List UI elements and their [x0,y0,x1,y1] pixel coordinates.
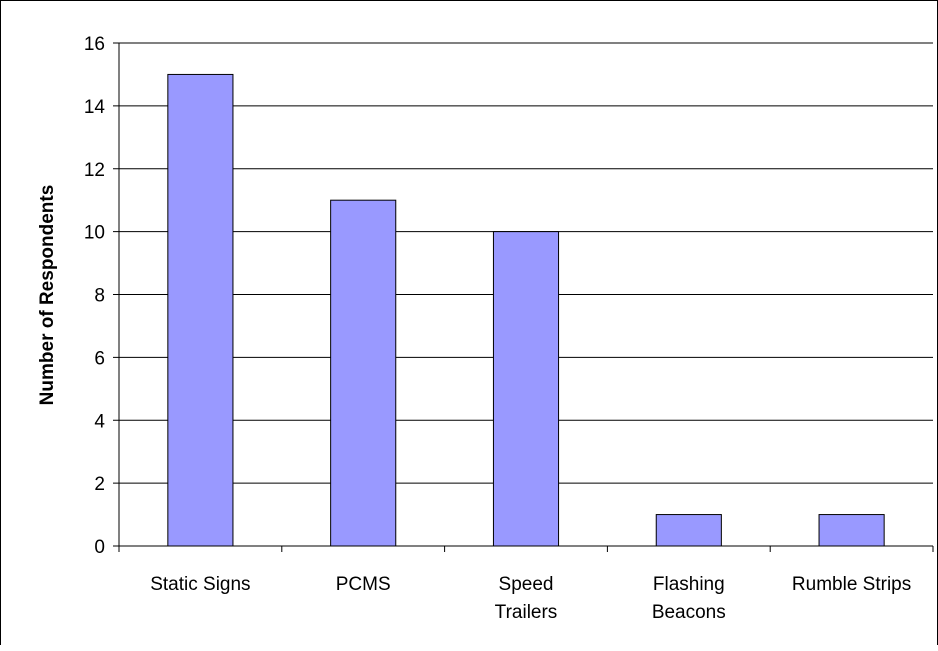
y-tick-label: 4 [94,411,105,432]
x-category-label-line: Flashing [653,574,725,595]
x-category-label-line: Static Signs [150,574,250,595]
y-tick-label: 14 [84,97,106,118]
x-category-labels: Static Signs PCMS Speed Trailers Flashing Bea… [150,574,911,623]
y-tick-label: 2 [94,474,105,495]
bar [655,514,722,547]
x-category-label: Speed Trailers [495,574,558,623]
x-category-label-line: Beacons [652,602,726,623]
y-tick-label: 16 [84,34,105,55]
y-tick-label: 10 [84,223,105,244]
x-category-label-line: Trailers [495,602,558,623]
x-category-label-line: Rumble Strips [792,574,911,595]
y-axis-title: Number of Respondents [37,185,58,406]
y-tick-label: 8 [94,286,105,307]
bar [167,73,234,547]
bar [492,231,560,547]
y-tick-label: 0 [94,537,105,558]
bars [167,73,885,547]
axes [118,43,934,552]
x-category-label: PCMS [336,574,391,595]
x-category-label-line: Speed [499,574,554,595]
y-tick-label: 6 [94,348,105,369]
y-tick-labels: 0 2 4 6 8 10 12 14 16 [84,34,106,558]
x-category-label: Flashing Beacons [652,574,726,623]
bar [330,199,397,547]
bar [818,514,885,547]
x-category-label: Static Signs [150,574,250,595]
x-category-label-line: PCMS [336,574,391,595]
y-tick-label: 12 [84,160,105,181]
x-category-label: Rumble Strips [792,574,911,595]
